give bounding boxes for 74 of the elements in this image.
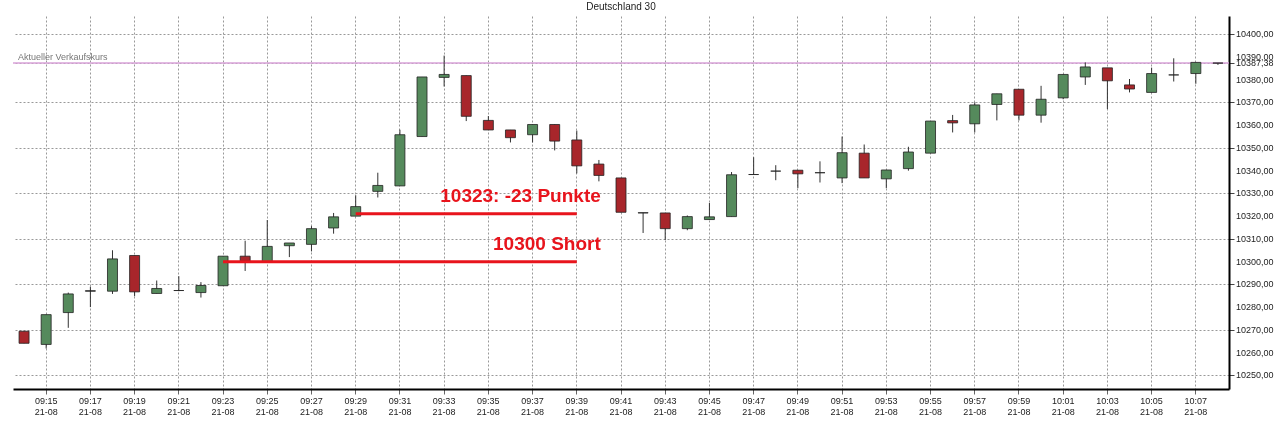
x-tick-label: 09:59 21-08 <box>1007 395 1031 417</box>
y-tick-label: 10370,00 <box>1235 97 1274 108</box>
x-tick-label: 09:19 21-08 <box>123 395 147 417</box>
x-tick-label: 09:35 21-08 <box>476 395 500 417</box>
y-tick-label: 10290,00 <box>1235 279 1274 290</box>
candlestick <box>1190 61 1202 85</box>
candlestick <box>1102 67 1113 110</box>
x-tick-label: 09:29 21-08 <box>344 395 368 417</box>
y-tick-label: 10320,00 <box>1235 211 1274 222</box>
y-tick-label: 10330,00 <box>1235 188 1274 199</box>
candlestick <box>1146 67 1158 93</box>
y-tick-label: 10270,00 <box>1235 324 1274 335</box>
candlestick <box>195 281 207 299</box>
candlestick <box>62 292 74 329</box>
candlestick <box>969 101 981 133</box>
x-tick-label: 09:23 21-08 <box>211 395 235 417</box>
candlestick <box>792 169 804 189</box>
y-tick-label: 10350,00 <box>1235 142 1274 153</box>
x-tick-label: 09:43 21-08 <box>653 395 677 417</box>
candlestick <box>1079 61 1091 86</box>
x-tick-label: 09:45 21-08 <box>697 395 721 417</box>
chart-title: Deutschland 30 <box>586 1 657 12</box>
series-label: 10323: -23 Punkte <box>440 184 601 206</box>
candlestick <box>814 160 826 183</box>
x-tick-label: 10:01 21-08 <box>1051 395 1075 417</box>
y-tick-label: 10360,00 <box>1235 120 1274 131</box>
candlestick <box>1035 85 1047 124</box>
y-tick-label: 10310,00 <box>1235 233 1274 244</box>
candlestick <box>659 212 671 241</box>
x-tick-label: 09:21 21-08 <box>167 395 191 417</box>
x-tick-label: 09:31 21-08 <box>388 395 412 417</box>
y-tick-label: 10390,00 <box>1235 51 1274 62</box>
candlestick <box>84 286 96 308</box>
candlestick <box>880 169 892 189</box>
x-tick-label: 09:33 21-08 <box>432 395 456 417</box>
x-tick-label: 09:25 21-08 <box>255 395 279 417</box>
x-tick-label: 09:17 21-08 <box>78 395 102 417</box>
y-tick-label: 10300,00 <box>1235 256 1274 267</box>
ref-line-label: Aktueller Verkaufskurs <box>18 51 109 62</box>
x-tick-label: 09:49 21-08 <box>786 395 810 417</box>
y-tick-label: 10380,00 <box>1235 74 1274 85</box>
x-tick-label: 09:47 21-08 <box>742 395 766 417</box>
x-tick-label: 09:57 21-08 <box>963 395 987 417</box>
candlestick <box>549 123 561 151</box>
x-tick-label: 09:53 21-08 <box>874 395 898 417</box>
x-tick-label: 10:03 21-08 <box>1095 395 1119 417</box>
candlestick <box>637 212 649 234</box>
candlestick <box>748 156 760 176</box>
x-tick-label: 09:27 21-08 <box>299 395 323 417</box>
x-tick-label: 10:05 21-08 <box>1140 395 1164 417</box>
candlestick <box>1057 73 1069 100</box>
y-tick-label: 10280,00 <box>1235 302 1274 313</box>
y-tick-label: 10400,00 <box>1235 29 1274 40</box>
x-tick-label: 10:07 21-08 <box>1184 395 1208 417</box>
candlestick <box>438 55 450 88</box>
candlestick <box>991 93 1003 121</box>
x-tick-label: 09:51 21-08 <box>830 395 854 417</box>
candlestick <box>903 146 914 172</box>
y-tick-label: 10250,00 <box>1235 370 1274 381</box>
candlestick <box>372 172 384 198</box>
x-tick-label: 09:41 21-08 <box>609 395 633 417</box>
candlestick <box>1168 57 1180 82</box>
y-tick-label: 10340,00 <box>1235 165 1274 176</box>
candlestick <box>1212 62 1224 66</box>
x-tick-label: 09:39 21-08 <box>565 395 589 417</box>
candlestick <box>173 275 185 292</box>
x-tick-label: 09:37 21-08 <box>521 395 545 417</box>
y-tick-label: 10260,00 <box>1235 347 1274 358</box>
x-tick-label: 09:15 21-08 <box>34 395 58 417</box>
series-label: 10300 Short <box>493 232 602 254</box>
candlestick <box>593 159 605 182</box>
candlestick <box>328 212 339 235</box>
candlestick <box>306 225 317 252</box>
x-tick-label: 09:55 21-08 <box>919 395 943 417</box>
